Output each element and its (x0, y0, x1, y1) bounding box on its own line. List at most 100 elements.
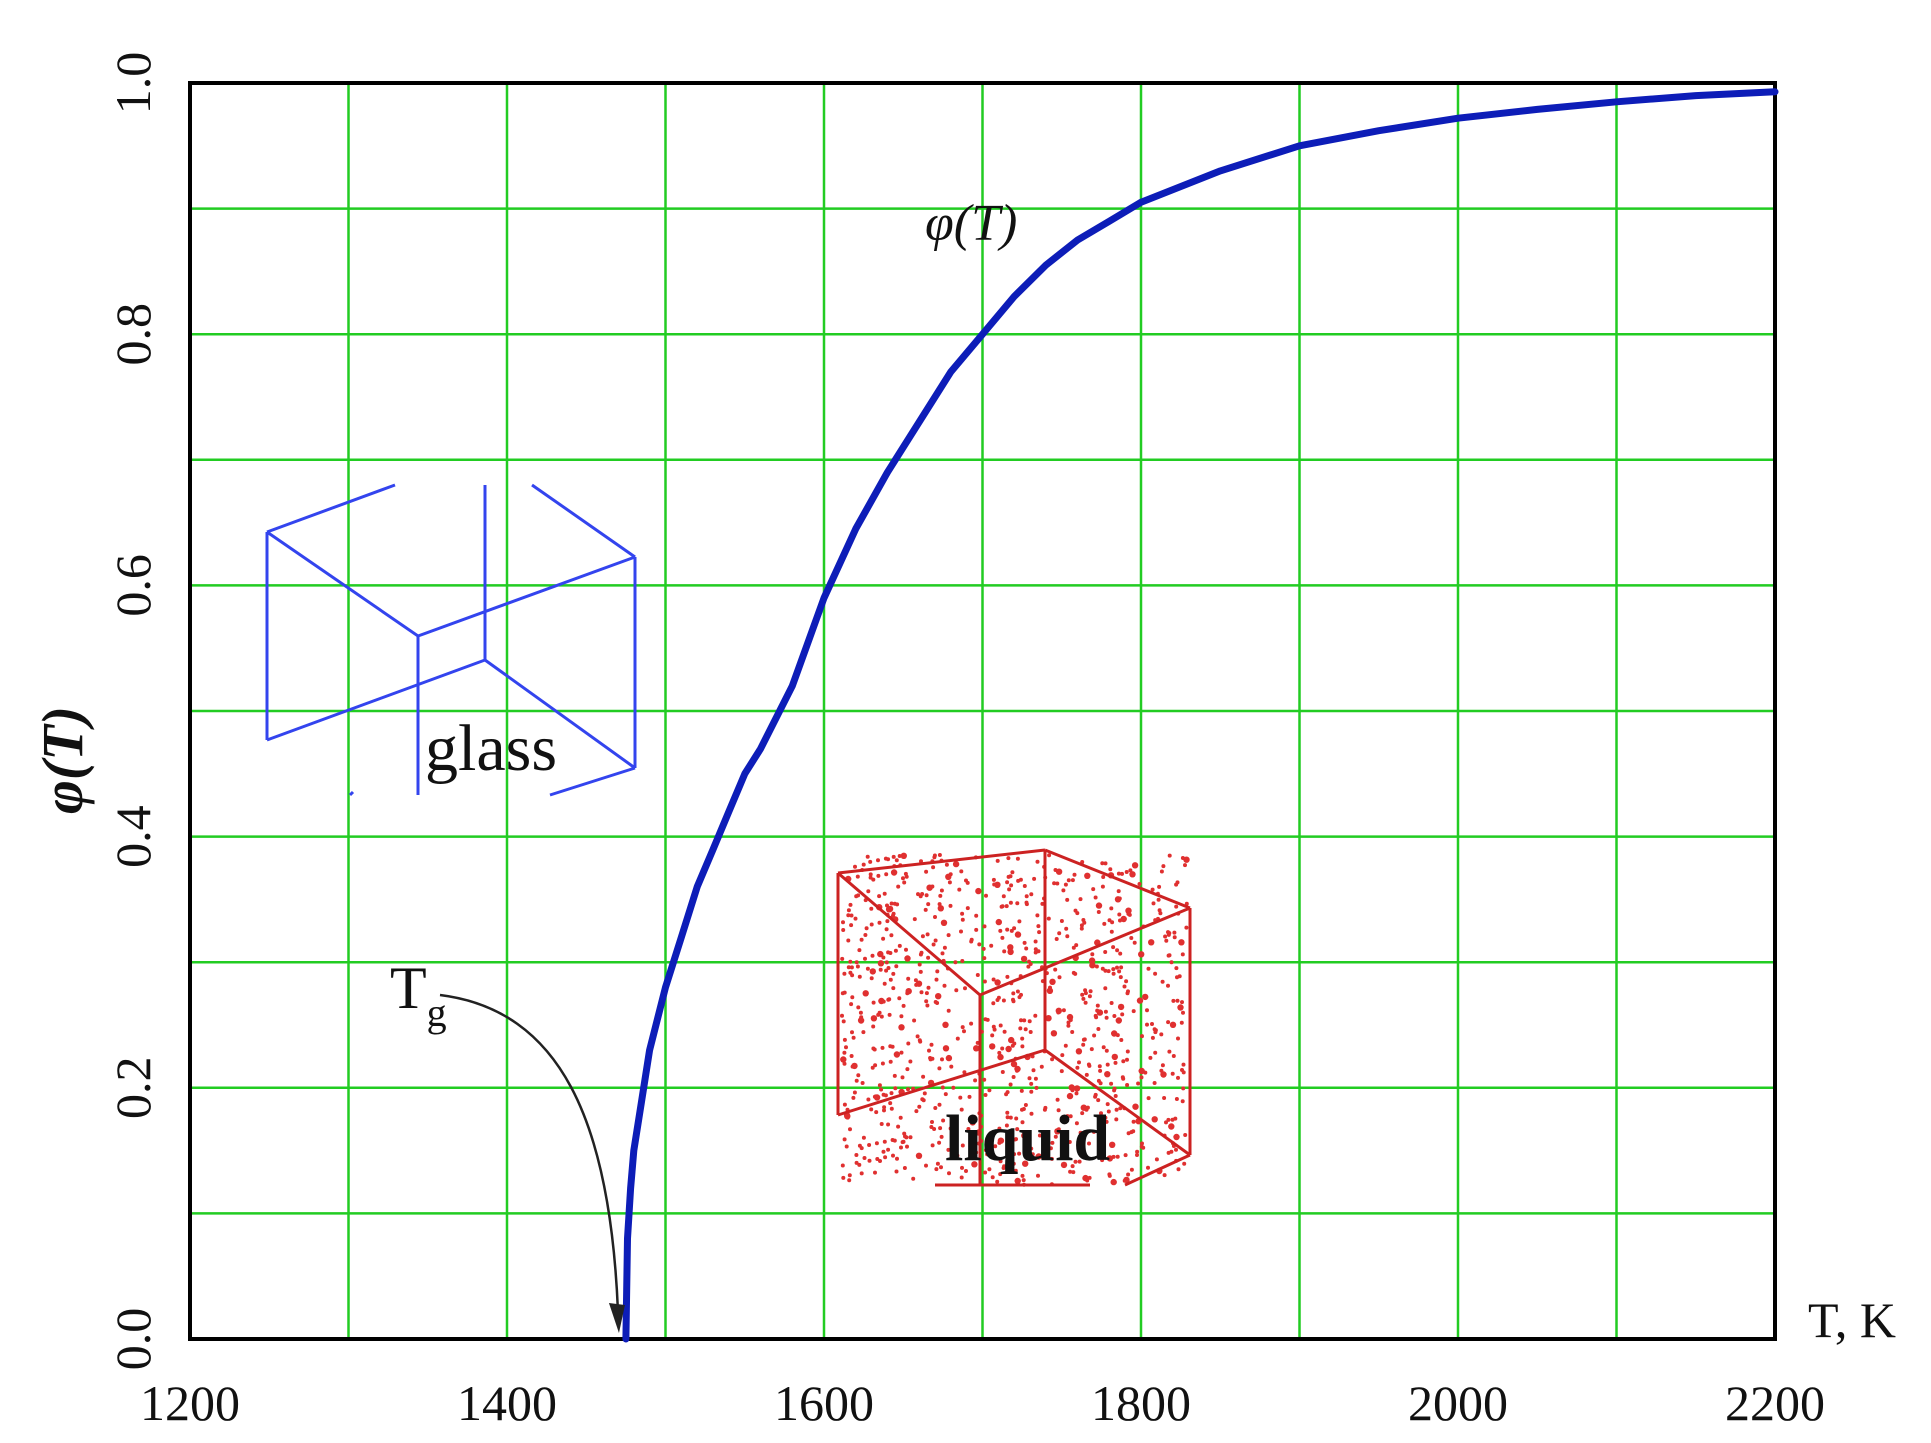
liquid-dot (885, 919, 890, 924)
liquid-dot (878, 1159, 882, 1163)
liquid-dot (955, 1153, 960, 1158)
liquid-dot (967, 1094, 972, 1099)
liquid-dot (1059, 919, 1064, 923)
liquid-dot (1017, 1151, 1022, 1156)
liquid-dot (1160, 1071, 1167, 1078)
liquid-dot (1029, 892, 1034, 897)
liquid-dot (877, 920, 882, 925)
liquid-dot (1054, 1128, 1061, 1135)
liquid-dot (889, 1106, 894, 1111)
liquid-dot (1131, 1119, 1136, 1124)
liquid-dot (1169, 960, 1174, 965)
liquid-dot (963, 986, 967, 991)
y-tick-label: 0.6 (105, 554, 161, 617)
liquid-dot (1174, 882, 1179, 887)
liquid-dot (994, 979, 1001, 986)
liquid-dot (1018, 1026, 1023, 1031)
liquid-dot (1124, 979, 1129, 984)
liquid-dot (871, 1046, 876, 1051)
liquid-dot (1023, 1103, 1028, 1107)
liquid-dot (1108, 867, 1113, 872)
liquid-dot (948, 903, 953, 908)
liquid-dot (877, 960, 885, 967)
liquid-dot (1011, 1075, 1016, 1079)
liquid-dot (1166, 1020, 1171, 1025)
liquid-dot (1071, 945, 1076, 950)
liquid-dot (895, 1156, 899, 1161)
liquid-dot (1060, 1053, 1065, 1058)
liquid-dot (1032, 876, 1037, 881)
liquid-dot (1179, 1020, 1184, 1025)
liquid-dot (1065, 934, 1070, 939)
liquid-dot (1087, 1175, 1092, 1180)
liquid-dot (1008, 900, 1013, 905)
liquid-dot (908, 1059, 913, 1064)
liquid-dot (920, 892, 925, 896)
liquid-dot (1087, 1141, 1091, 1146)
liquid-dot (991, 977, 996, 982)
x-axis-label: T, K (1808, 1292, 1896, 1348)
liquid-dot (989, 1043, 996, 1050)
liquid-dot (995, 918, 1002, 926)
liquid-dot (985, 1017, 990, 1022)
liquid-dot (959, 1107, 964, 1112)
liquid-dot (884, 872, 889, 877)
liquid-dot (992, 882, 997, 887)
liquid-dot (854, 1160, 859, 1165)
liquid-dot (938, 893, 943, 898)
liquid-dot (1170, 1071, 1175, 1076)
liquid-dot (942, 945, 947, 950)
liquid-dot (1020, 1107, 1024, 1112)
liquid-dot (1106, 1109, 1111, 1114)
liquid-dot (1022, 884, 1027, 888)
x-tick-label: 1400 (457, 1375, 557, 1431)
liquid-dot (1053, 868, 1058, 872)
liquid-dot (869, 1107, 874, 1112)
liquid-dot (871, 1000, 876, 1005)
liquid-dot (915, 1152, 923, 1160)
liquid-dot (857, 1017, 865, 1024)
liquid-dot (1170, 1117, 1175, 1122)
liquid-dot (842, 1137, 847, 1142)
liquid-dot (1180, 856, 1185, 860)
liquid-dot (1031, 1068, 1036, 1073)
liquid-dot (1131, 1129, 1136, 1134)
liquid-dot (1005, 880, 1010, 885)
liquid-dot (1029, 1089, 1034, 1094)
liquid-dot (1007, 948, 1014, 956)
liquid-dot (969, 939, 974, 944)
liquid-dot (959, 1175, 964, 1180)
liquid-dot (997, 1137, 1005, 1144)
liquid-dot (1151, 1116, 1158, 1123)
tg-label-main: T (390, 955, 427, 1021)
liquid-dot (1118, 1106, 1123, 1111)
liquid-dot (946, 1147, 951, 1152)
liquid-dot (1029, 1111, 1034, 1116)
liquid-dot (1057, 931, 1062, 936)
liquid-dot (951, 1085, 956, 1090)
liquid-dot (1065, 897, 1070, 902)
liquid-dot (957, 887, 962, 892)
liquid-dot (1068, 1114, 1073, 1119)
liquid-dot (1089, 1047, 1094, 1052)
liquid-dot (1127, 912, 1132, 917)
liquid-dot (1176, 1167, 1181, 1172)
liquid-dot (903, 1134, 907, 1139)
liquid-dot (925, 932, 930, 937)
x-tick-label: 1800 (1091, 1375, 1191, 1431)
liquid-dot (935, 993, 942, 1000)
liquid-dot (1125, 1057, 1129, 1062)
liquid-dot (1035, 1153, 1042, 1160)
liquid-dot (849, 1002, 854, 1007)
liquid-dot (1086, 1062, 1091, 1067)
liquid-dot (1067, 1140, 1072, 1144)
liquid-dot (1040, 901, 1045, 906)
liquid-dot (892, 1073, 897, 1078)
liquid-dot (1002, 1029, 1007, 1034)
liquid-dot (853, 916, 858, 921)
liquid-dot (881, 1149, 886, 1154)
liquid-dot (905, 988, 912, 995)
liquid-dot (983, 1170, 988, 1175)
liquid-dot (1066, 1092, 1074, 1100)
liquid-dot (1109, 1001, 1114, 1005)
